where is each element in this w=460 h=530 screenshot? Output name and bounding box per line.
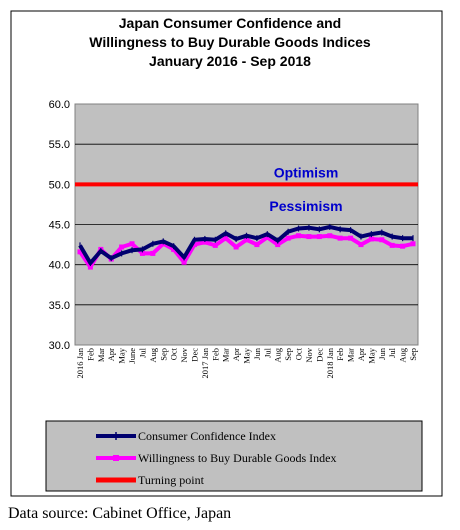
willingness-point xyxy=(368,236,374,242)
willingness-point xyxy=(150,250,156,256)
willingness-point xyxy=(244,237,249,243)
y-tick-label: 35.0 xyxy=(49,300,70,312)
chart-title-line: Japan Consumer Confidence and xyxy=(119,15,341,31)
willingness-point xyxy=(389,242,395,248)
willingness-point xyxy=(233,244,239,250)
x-tick-label: Jul xyxy=(137,347,147,358)
x-tick-label: 2017 Jan xyxy=(200,347,210,378)
x-tick-label: Oct xyxy=(294,347,304,360)
x-tick-label: Dec xyxy=(189,348,199,362)
x-tick-label: Mar xyxy=(96,348,106,362)
x-tick-label: Jun xyxy=(377,347,387,360)
annotation-optimism: Optimism xyxy=(274,164,339,180)
x-tick-label: Feb xyxy=(335,348,345,361)
x-tick-label: Aug xyxy=(148,347,158,362)
x-tick-label: Nov xyxy=(304,347,314,362)
y-tick-label: 55.0 xyxy=(49,139,70,151)
willingness-point xyxy=(327,233,333,239)
willingness-point xyxy=(400,243,406,249)
willingness-point xyxy=(119,244,125,250)
x-tick-label: Sep xyxy=(408,348,418,361)
x-tick-label: May xyxy=(242,347,252,363)
willingness-point xyxy=(254,242,260,248)
y-tick-label: 40.0 xyxy=(49,260,70,272)
y-tick-label: 60.0 xyxy=(49,99,70,111)
chart-title: Japan Consumer Confidence and Willingness… xyxy=(89,15,371,69)
x-tick-label: Apr xyxy=(106,348,116,361)
annotation-pessimism: Pessimism xyxy=(269,198,342,214)
chart-title-line: January 2016 - Sep 2018 xyxy=(149,53,311,69)
x-tick-label: June xyxy=(127,348,137,364)
legend-label: Consumer Confidence Index xyxy=(138,429,276,443)
willingness-point xyxy=(129,241,135,247)
x-tick-label: May xyxy=(366,347,376,363)
x-tick-label: Mar xyxy=(346,348,356,362)
x-tick-label: Nov xyxy=(179,347,189,362)
legend: Consumer Confidence Index Willingness to … xyxy=(45,420,423,492)
willingness-point xyxy=(212,242,218,248)
x-tick-label: Apr xyxy=(356,348,366,361)
willingness-point xyxy=(410,241,416,247)
x-tick-label: Mar xyxy=(221,348,231,362)
willingness-point xyxy=(285,235,291,241)
legend-label: Willingness to Buy Durable Goods Index xyxy=(138,451,337,465)
x-tick-label: Feb xyxy=(85,348,95,361)
willingness-point xyxy=(316,234,322,240)
willingness-point xyxy=(306,234,312,240)
x-tick-label: Aug xyxy=(273,347,283,362)
series-lines xyxy=(75,182,418,270)
willingness-point xyxy=(139,250,145,256)
chart-title-line: Willingness to Buy Durable Goods Indices xyxy=(89,34,371,50)
x-tick-label: Sep xyxy=(283,348,293,361)
willingness-point xyxy=(223,235,229,241)
x-tick-label: Apr xyxy=(231,348,241,361)
willingness-point xyxy=(191,242,197,248)
willingness-point xyxy=(337,235,343,241)
y-tick-label: 30.0 xyxy=(49,340,70,352)
willingness-point xyxy=(379,237,385,243)
x-tick-label: Jun xyxy=(252,347,262,360)
x-tick-label: Jul xyxy=(387,347,397,358)
x-tick-label: Feb xyxy=(210,348,220,361)
annotations: Optimism Pessimism xyxy=(269,164,342,214)
source-note: Data source: Cabinet Office, Japan xyxy=(8,505,232,522)
x-tick-label: Aug xyxy=(398,347,408,362)
legend-label: Turning point xyxy=(138,473,205,487)
willingness-point xyxy=(264,234,270,240)
x-tick-label: May xyxy=(117,347,127,363)
willingness-point xyxy=(77,249,83,255)
x-tick-label: Sep xyxy=(158,348,168,361)
legend-swatch-marker xyxy=(113,455,119,461)
x-tick-label: 2018 Jan xyxy=(325,347,335,378)
willingness-point xyxy=(181,259,187,265)
x-tick-label: Oct xyxy=(169,347,179,360)
x-tick-label: 2016 Jan xyxy=(75,347,85,378)
y-tick-label: 45.0 xyxy=(49,220,70,232)
willingness-point xyxy=(171,246,177,252)
willingness-point xyxy=(296,233,302,239)
x-tick-label: Jul xyxy=(262,347,272,358)
x-axis: 2016 Jan Feb Mar Apr May June Jul Aug Sep Oct Nov D… xyxy=(75,347,418,378)
willingness-point xyxy=(275,242,281,248)
x-tick-label: Dec xyxy=(314,348,324,362)
willingness-point xyxy=(348,235,354,241)
willingness-point xyxy=(202,239,208,245)
y-tick-label: 50.0 xyxy=(49,179,70,191)
willingness-point xyxy=(358,242,364,248)
y-axis: 30.0 35.0 40.0 45.0 50.0 55.0 60.0 xyxy=(49,99,70,352)
willingness-point xyxy=(87,264,93,270)
